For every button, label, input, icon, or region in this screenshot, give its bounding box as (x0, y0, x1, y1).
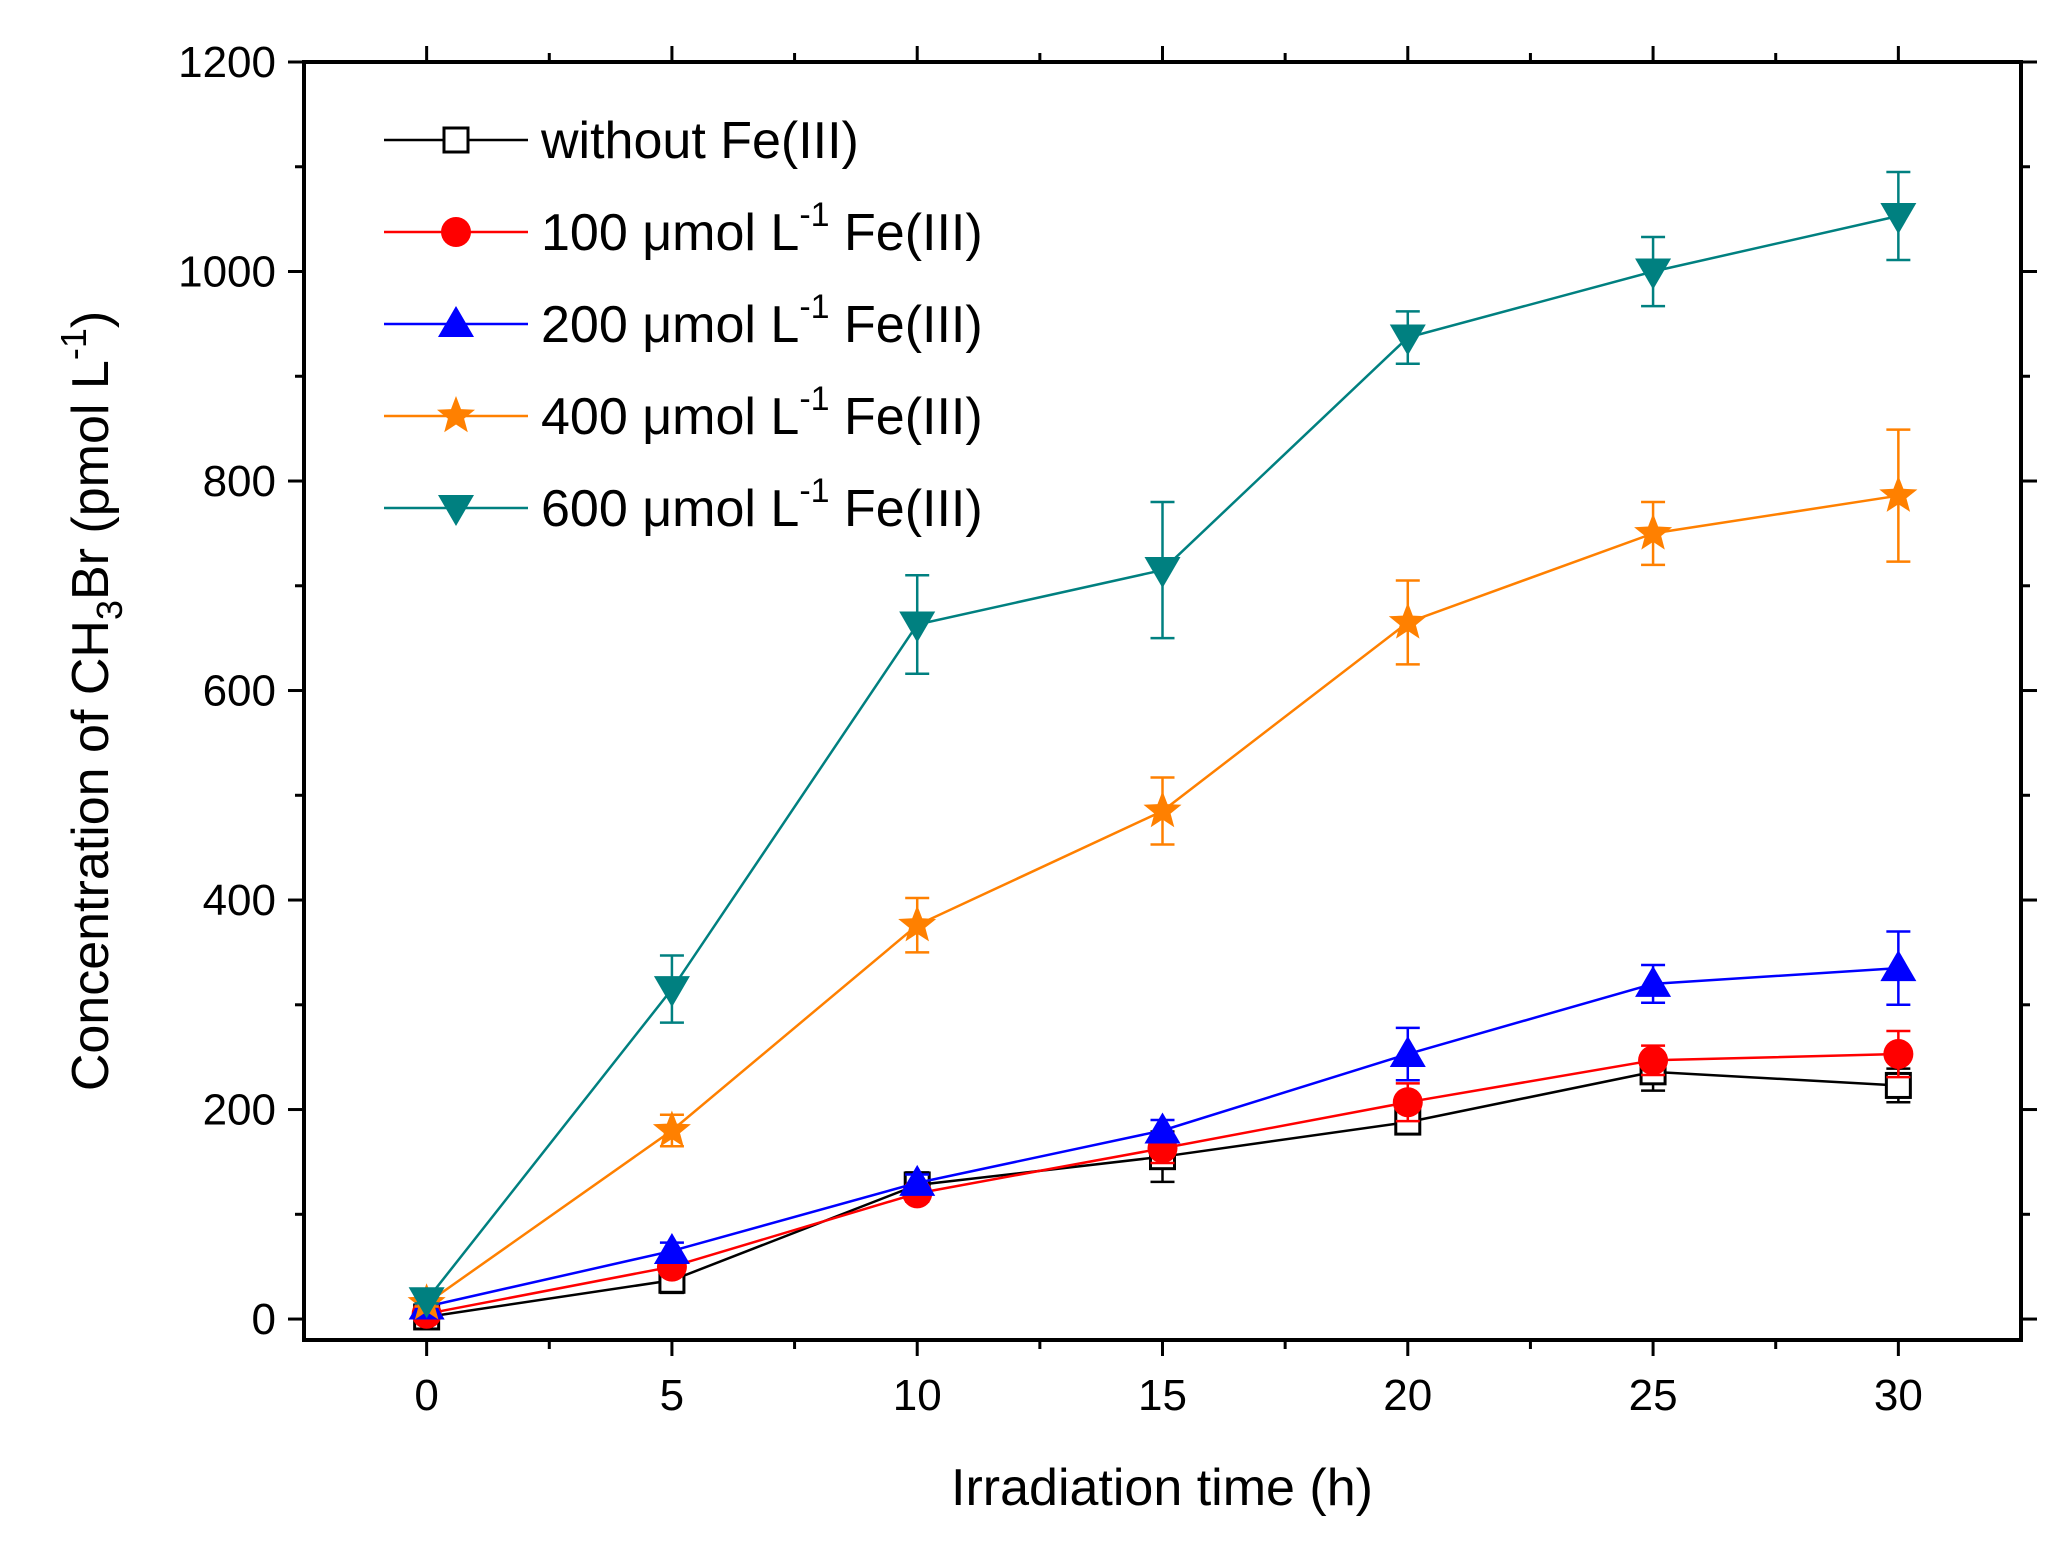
data-point (1635, 258, 1672, 290)
series-3 (408, 930, 1917, 1320)
data-point (652, 1110, 691, 1147)
data-point (899, 611, 936, 643)
legend-marker (441, 217, 471, 247)
legend-label: 100 μmol L-1 Fe(III) (541, 196, 983, 262)
legend-marker (437, 396, 475, 433)
series-line (426, 1070, 1899, 1319)
y-axis-title-prefix: Concentration of CH (62, 620, 120, 1091)
y-axis-title-subscript: 3 (89, 600, 130, 620)
y-tick-label: 1000 (178, 248, 276, 297)
legend-label-main: 100 μmol L (541, 204, 799, 262)
data-point (1638, 1045, 1669, 1076)
legend-label-superscript: -1 (799, 472, 829, 510)
data-point (1389, 324, 1426, 356)
legend-item: 200 μmol L-1 Fe(III) (384, 288, 983, 354)
series-5 (408, 170, 1917, 1319)
data-point (1143, 791, 1182, 828)
x-tick-label: 25 (1629, 1371, 1678, 1420)
y-axis-title-suffix: ) (62, 311, 120, 328)
x-axis-title: Irradiation time (h) (951, 1459, 1373, 1517)
legend-label-superscript: -1 (799, 288, 829, 326)
data-point (1883, 1039, 1914, 1070)
legend-label: without Fe(III) (540, 112, 859, 170)
legend-label-suffix: Fe(III) (830, 296, 983, 354)
legend-item: 100 μmol L-1 Fe(III) (384, 196, 983, 262)
data-point (1144, 557, 1181, 589)
legend-label-main: without Fe(III) (540, 112, 859, 170)
x-tick-label: 0 (414, 1371, 438, 1420)
y-axis-ticks: 0 200 400 600 800 1000 1200 (178, 38, 2037, 1344)
legend-item: 600 μmol L-1 Fe(III) (384, 472, 983, 538)
legend-item: without Fe(III) (384, 112, 859, 170)
data-point (899, 1164, 936, 1196)
x-tick-label: 20 (1383, 1371, 1432, 1420)
legend-label-main: 400 μmol L (541, 388, 799, 446)
legend-label-suffix: Fe(III) (830, 480, 983, 538)
y-axis-title-superscript: -1 (53, 328, 94, 360)
data-point (408, 1287, 445, 1319)
data-point (1880, 950, 1917, 982)
legend-item: 400 μmol L-1 Fe(III) (384, 380, 983, 446)
data-point (653, 1232, 690, 1264)
legend-label-suffix: Fe(III) (830, 204, 983, 262)
y-axis-title-middle: Br (pmol L (62, 360, 120, 600)
data-point (653, 976, 690, 1008)
y-tick-label: 800 (203, 457, 276, 506)
legend-label-main: 600 μmol L (541, 480, 799, 538)
data-point (1389, 1036, 1426, 1068)
series-1 (413, 1051, 1912, 1331)
y-tick-label: 600 (203, 667, 276, 716)
x-tick-label: 10 (893, 1371, 942, 1420)
data-point (1388, 602, 1427, 639)
series-line (426, 1052, 1899, 1316)
legend-label: 600 μmol L-1 Fe(III) (541, 472, 983, 538)
x-tick-label: 30 (1874, 1371, 1923, 1420)
legend-label-superscript: -1 (799, 380, 829, 418)
legend-label-main: 200 μmol L (541, 296, 799, 354)
y-axis-title: Concentration of CH3Br (pmol L-1) (53, 311, 130, 1091)
data-point (1392, 1087, 1423, 1118)
data-point (1634, 513, 1673, 550)
data-point (1144, 1112, 1181, 1144)
legend-label: 400 μmol L-1 Fe(III) (541, 380, 983, 446)
data-point (1880, 202, 1917, 234)
y-tick-label: 1200 (178, 38, 276, 87)
legend-label-suffix: Fe(III) (830, 388, 983, 446)
data-point (1635, 965, 1672, 997)
y-tick-label: 0 (252, 1295, 276, 1344)
x-tick-label: 15 (1138, 1371, 1187, 1420)
series-layer (407, 170, 1918, 1331)
data-point (898, 905, 937, 942)
y-tick-label: 400 (203, 876, 276, 925)
y-tick-label: 200 (203, 1086, 276, 1135)
legend-marker (442, 126, 470, 154)
legend-marker (438, 306, 474, 337)
x-tick-label: 5 (660, 1371, 684, 1420)
legend-label-superscript: -1 (799, 196, 829, 234)
legend: without Fe(III)100 μmol L-1 Fe(III)200 μ… (384, 112, 983, 538)
x-axis-ticks: 0 5 10 15 20 25 30 (414, 46, 1923, 1420)
data-point (1879, 475, 1918, 512)
legend-marker (438, 495, 474, 526)
legend-label: 200 μmol L-1 Fe(III) (541, 288, 983, 354)
